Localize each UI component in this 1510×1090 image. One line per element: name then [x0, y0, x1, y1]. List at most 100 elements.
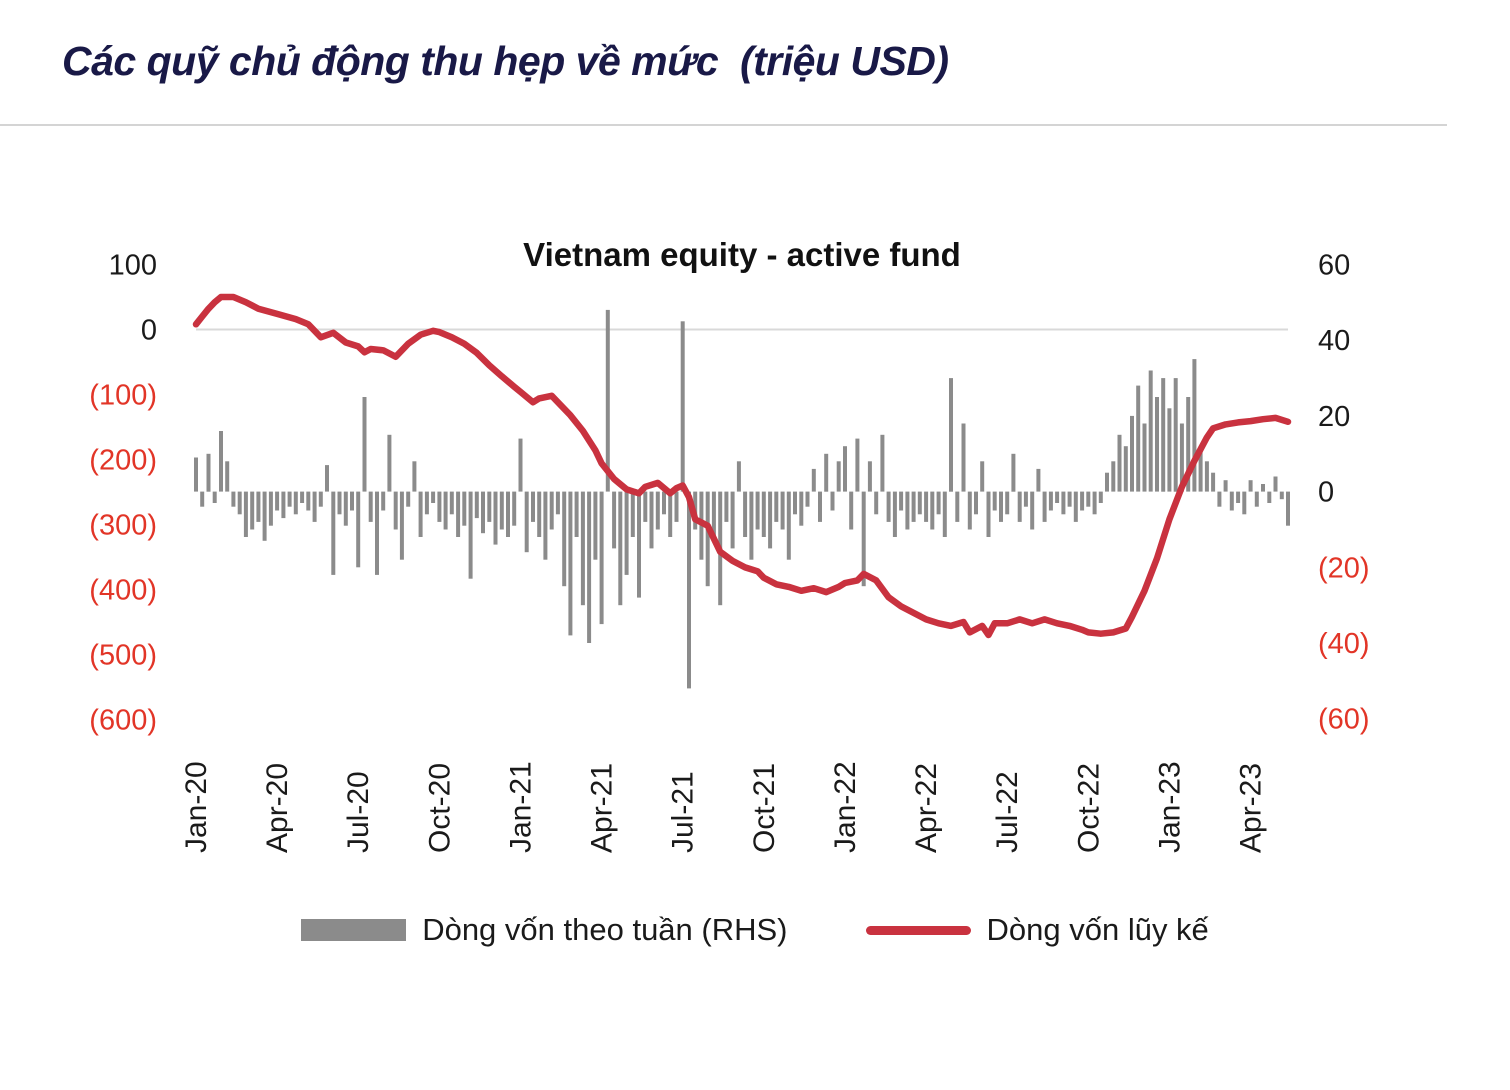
left-axis-tick-label: 100: [109, 250, 157, 282]
weekly-flow-bar: [599, 491, 604, 625]
weekly-flow-bar: [892, 491, 897, 537]
x-axis-tick-label: Jan-23: [1153, 761, 1186, 853]
right-axis-tick-label: 20: [1318, 401, 1350, 433]
weekly-flow-bar: [1161, 378, 1166, 492]
weekly-flow-bar: [206, 453, 211, 492]
right-axis-tick-label: (60): [1318, 704, 1370, 736]
x-axis-tick-label: Apr-20: [261, 763, 294, 853]
weekly-flow-bar: [443, 491, 448, 530]
weekly-flow-bar: [574, 491, 579, 537]
weekly-flow-bar: [624, 491, 629, 575]
right-axis-tick-label: (40): [1318, 628, 1370, 660]
weekly-flow-bar: [1279, 491, 1284, 500]
weekly-flow-bar: [325, 465, 329, 492]
weekly-flow-bar: [293, 491, 298, 515]
weekly-flow-bar: [1105, 472, 1109, 492]
weekly-flow-bar: [356, 491, 361, 568]
weekly-flow-bar: [281, 491, 286, 519]
x-axis-tick-label: Jan-22: [829, 761, 862, 853]
weekly-flow-bar: [1080, 491, 1085, 511]
weekly-flow-bar: [818, 491, 822, 522]
bar-series-swatch: [301, 919, 407, 941]
weekly-flow-bar: [343, 491, 348, 526]
weekly-flow-bar: [749, 491, 754, 560]
weekly-flow-bar: [1186, 397, 1191, 492]
weekly-flow-bar: [555, 491, 560, 515]
weekly-flow-bar: [1023, 491, 1028, 507]
x-axis-tick-label: Apr-22: [910, 763, 943, 853]
weekly-flow-bar: [724, 491, 729, 522]
weekly-flow-bar: [942, 491, 947, 537]
weekly-flow-bar: [387, 434, 392, 492]
weekly-flow-bar: [612, 491, 617, 549]
weekly-flow-bar: [399, 491, 404, 560]
page-title: Các quỹ chủ động thu hẹp về mức (triệu U…: [62, 38, 949, 84]
weekly-flow-bar: [1005, 491, 1010, 515]
weekly-flow-bar: [1155, 397, 1159, 492]
weekly-flow-bar: [1254, 491, 1259, 507]
right-axis-tick-label: 40: [1318, 325, 1350, 357]
x-axis-tick-label: Oct-22: [1072, 763, 1105, 853]
weekly-flow-bar: [1148, 370, 1153, 492]
weekly-flow-bar: [1017, 491, 1022, 522]
weekly-flow-bar: [1092, 491, 1097, 515]
weekly-flow-bar: [368, 491, 373, 522]
weekly-flow-bar: [531, 491, 535, 522]
weekly-flow-bar: [1055, 491, 1060, 503]
weekly-flow-bar: [880, 434, 885, 492]
weekly-flow-bar: [730, 491, 735, 549]
weekly-flow-bar: [1042, 491, 1047, 522]
weekly-flow-bar: [630, 491, 635, 537]
weekly-flow-bar: [1204, 461, 1209, 492]
weekly-flow-bar: [924, 491, 929, 522]
weekly-flow-bar: [743, 491, 748, 537]
weekly-flow-bar: [312, 491, 317, 522]
weekly-flow-bar: [886, 491, 891, 522]
weekly-flow-bar: [1229, 491, 1234, 511]
weekly-flow-bar: [1167, 408, 1172, 492]
weekly-flow-bar: [219, 431, 223, 492]
weekly-flow-bar: [375, 491, 379, 575]
weekly-flow-bar: [786, 491, 791, 560]
weekly-flow-bar: [1111, 461, 1116, 492]
weekly-flow-bar: [1067, 491, 1072, 507]
weekly-flow-bar: [805, 491, 810, 507]
x-axis-tick-label: Jul-22: [991, 771, 1024, 853]
weekly-flow-bar: [524, 491, 529, 553]
weekly-flow-bar: [493, 491, 498, 545]
weekly-flow-bar: [537, 491, 542, 537]
weekly-flow-bar: [955, 491, 960, 522]
left-axis-tick-label: (500): [89, 640, 157, 672]
weekly-flow-bar: [1117, 434, 1122, 492]
weekly-flow-bar: [836, 461, 841, 492]
weekly-flow-bar: [1217, 491, 1222, 507]
weekly-flow-bar: [855, 438, 860, 492]
weekly-flow-bar: [1061, 491, 1066, 515]
weekly-flow-bar: [761, 491, 766, 537]
weekly-flow-bar: [593, 491, 598, 560]
weekly-flow-bar: [961, 423, 966, 492]
weekly-flow-bar: [431, 491, 436, 503]
weekly-flow-bar: [512, 491, 517, 526]
weekly-flow-bar: [418, 491, 423, 537]
right-axis-tick-label: 60: [1318, 250, 1350, 282]
weekly-flow-bar: [1236, 491, 1241, 503]
weekly-flow-bar: [905, 491, 910, 530]
weekly-flow-bar: [412, 461, 417, 492]
weekly-flow-bar: [917, 491, 922, 515]
weekly-flow-bar: [424, 491, 429, 515]
weekly-flow-bar: [755, 491, 760, 530]
weekly-flow-bar: [1142, 423, 1147, 492]
weekly-flow-bar: [967, 491, 972, 530]
weekly-flow-bar: [780, 491, 785, 530]
weekly-flow-bar: [1192, 359, 1197, 492]
right-axis-tick-label: 0: [1318, 477, 1334, 509]
weekly-flow-bar: [1273, 476, 1278, 492]
weekly-flow-bar: [1248, 480, 1253, 492]
weekly-flow-bar: [337, 491, 342, 515]
weekly-flow-bar: [637, 491, 641, 598]
weekly-flow-bar: [811, 468, 816, 492]
weekly-flow-bar: [1048, 491, 1053, 511]
weekly-flow-bar: [306, 491, 311, 511]
